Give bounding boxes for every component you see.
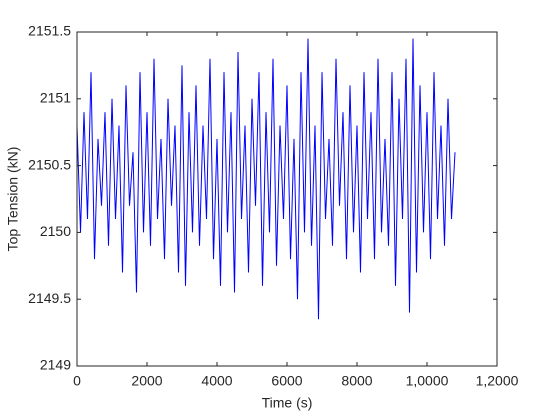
- data-line: [76, 38, 456, 320]
- x-tick-label: 0: [73, 373, 81, 389]
- x-tick-label: 4000: [201, 373, 232, 389]
- x-tick-label: 1,2000: [476, 373, 519, 389]
- y-tick-label: 2151.5: [28, 23, 71, 39]
- y-tick-label: 2150: [40, 223, 71, 239]
- x-axis-label: Time (s): [262, 395, 313, 411]
- y-tick-label: 2151: [40, 90, 71, 106]
- y-tick-label: 2150.5: [28, 156, 71, 172]
- x-tick-label: 2000: [131, 373, 162, 389]
- x-tick-label: 6000: [271, 373, 302, 389]
- x-tick-label: 1,0000: [406, 373, 449, 389]
- y-tick-label: 2149: [40, 357, 71, 373]
- y-axis-label: Top Tension (kN): [5, 147, 21, 252]
- x-tick-label: 8000: [341, 373, 372, 389]
- y-tick-label: 2149.5: [28, 290, 71, 306]
